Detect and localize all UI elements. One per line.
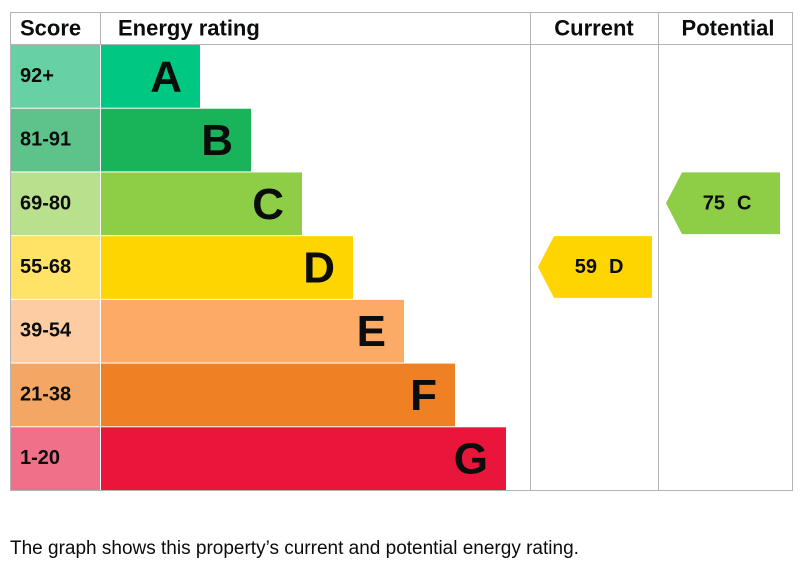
score-cell <box>11 108 100 172</box>
score-cell <box>11 172 100 236</box>
rating-bar <box>101 236 353 299</box>
score-range: 92+ <box>20 65 54 87</box>
band-letter: D <box>303 244 335 293</box>
score-range: 55-68 <box>20 256 71 278</box>
potential-letter: C <box>737 192 751 214</box>
score-cell <box>11 45 100 108</box>
current-pointer <box>538 236 652 298</box>
header-rating: Energy rating <box>118 16 260 41</box>
epc-chart: Score Energy rating Current Potential 92… <box>10 12 793 491</box>
header-score: Score <box>20 16 81 41</box>
potential-pointer <box>666 172 780 235</box>
score-range: 69-80 <box>20 192 71 214</box>
score-range: 81-91 <box>20 129 71 151</box>
score-cell <box>11 427 100 490</box>
band-letter: A <box>150 52 182 101</box>
band-letter: B <box>201 116 233 165</box>
current-score: 59 <box>575 256 597 278</box>
header-potential: Potential <box>682 16 775 41</box>
header-current: Current <box>554 16 634 41</box>
score-cell <box>11 363 100 427</box>
rating-bar <box>101 363 455 427</box>
band-letter: C <box>252 180 284 229</box>
score-cell <box>11 299 100 363</box>
rating-bar <box>101 427 506 490</box>
rating-bar <box>101 108 251 172</box>
rating-bar <box>101 172 302 236</box>
table-lines <box>10 12 793 491</box>
score-range: 1-20 <box>20 447 60 469</box>
score-range: 39-54 <box>20 320 72 342</box>
band-letter: F <box>410 371 437 420</box>
band-letter: G <box>454 435 488 484</box>
score-range: 21-38 <box>20 383 71 405</box>
band-letter: E <box>357 307 386 356</box>
potential-score: 75 <box>703 192 725 214</box>
current-letter: D <box>609 256 623 278</box>
rating-bar <box>101 299 404 363</box>
caption: The graph shows this property’s current … <box>10 538 579 559</box>
score-cell <box>11 236 100 299</box>
rating-bar <box>101 45 200 108</box>
